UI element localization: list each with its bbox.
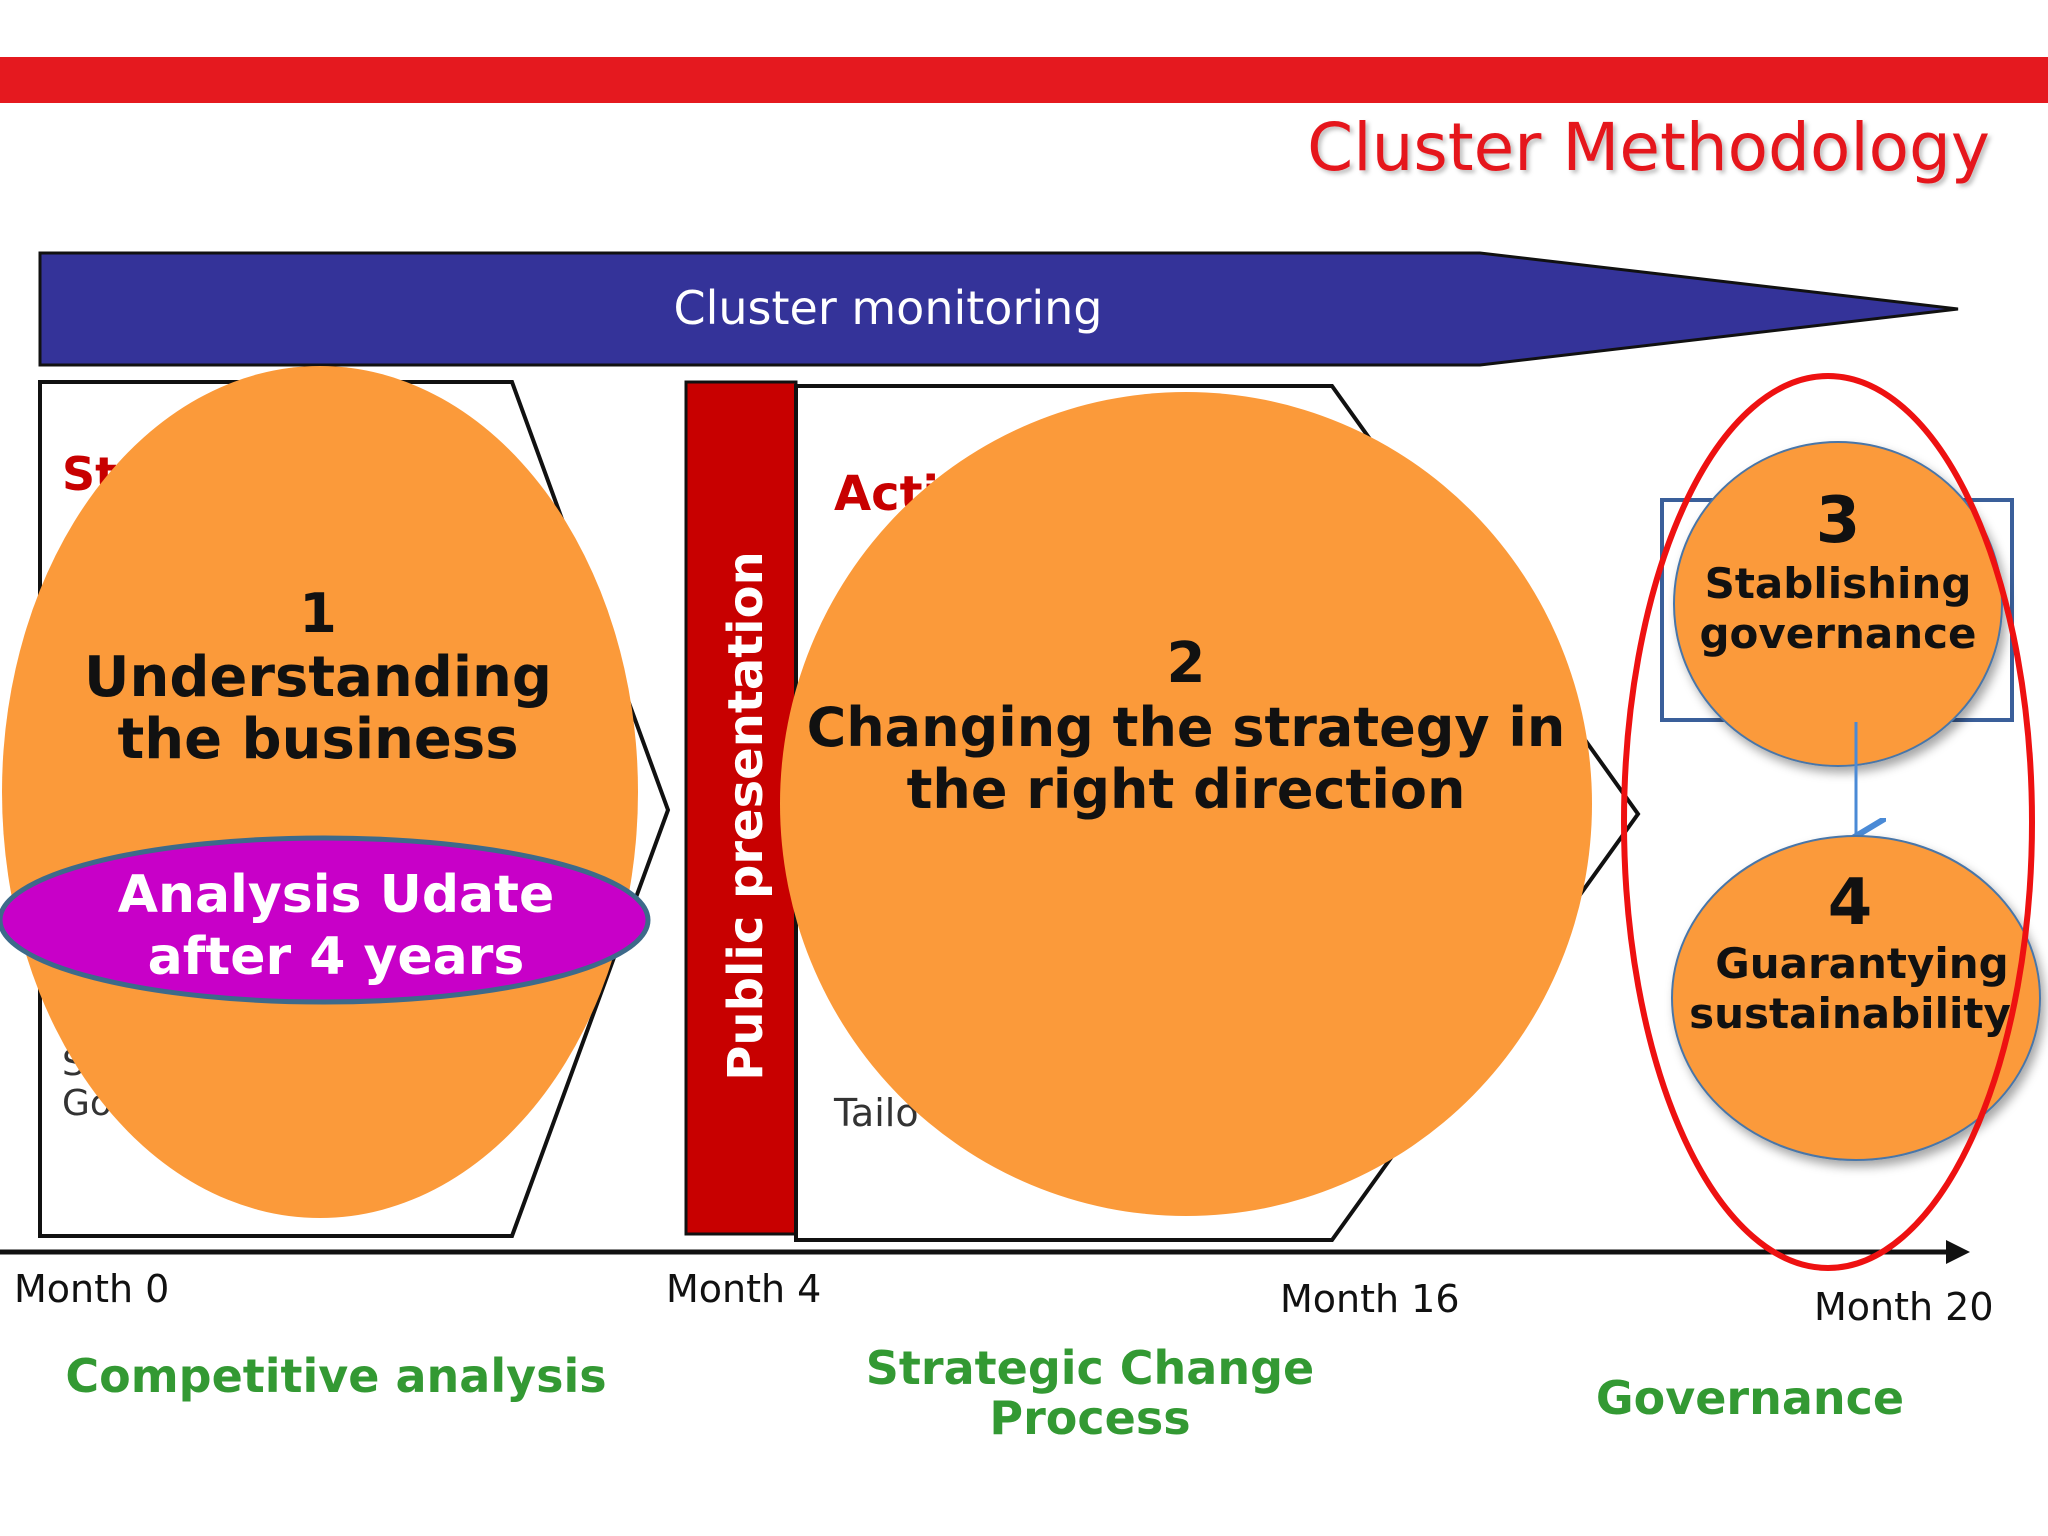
phase4-number: 4 (1828, 866, 1873, 940)
phase3-label-line1: Stablishing (1705, 559, 1972, 608)
public-presentation-label: Public presentation (718, 551, 774, 1081)
timeline-month-20: Month 20 (1814, 1285, 1994, 1329)
phase1-number: 1 (299, 582, 337, 645)
phase1-ellipse (2, 366, 638, 1218)
page-title: Cluster Methodology (1307, 109, 1990, 186)
phase4-circle (1671, 835, 2041, 1161)
timeline-month-0: Month 0 (14, 1267, 169, 1311)
phase2-label-line1: Changing the strategy in (807, 696, 1566, 759)
phase4-label-line1: Guarantying (1715, 939, 2009, 988)
stage-governance: Governance (1596, 1371, 1904, 1425)
timeline-month-16: Month 16 (1280, 1277, 1460, 1321)
cluster-monitoring-arrow (38, 251, 1959, 367)
phase3-circle (1673, 441, 2003, 767)
analysis-update-line1: Analysis Udate (118, 865, 555, 925)
phase2-label-line2: the right direction (907, 758, 1466, 821)
analysis-update-line2: after 4 years (148, 927, 525, 987)
stage-competitive-analysis: Competitive analysis (65, 1349, 606, 1403)
timeline-arrowhead (1946, 1240, 1970, 1264)
governance-highlight-ring (1621, 373, 2035, 1271)
timeline-month-4: Month 4 (666, 1267, 821, 1311)
analysis-update-ellipse (0, 835, 651, 1005)
phase4-label-line2: sustainability (1689, 989, 2011, 1038)
phase1-label-line2: the business (117, 707, 518, 772)
stage-strategic-change-line1: Strategic Change (866, 1341, 1314, 1395)
top-red-bar (0, 57, 2048, 103)
phase3-number: 3 (1816, 484, 1861, 558)
phase2-circle (780, 392, 1592, 1216)
cluster-monitoring-label: Cluster monitoring (673, 281, 1102, 335)
phase2-number: 2 (1167, 631, 1206, 696)
phase3-label-line2: governance (1699, 609, 1976, 658)
phase1-label-line1: Understanding (84, 645, 552, 710)
stage-strategic-change-line2: Process (989, 1391, 1190, 1445)
